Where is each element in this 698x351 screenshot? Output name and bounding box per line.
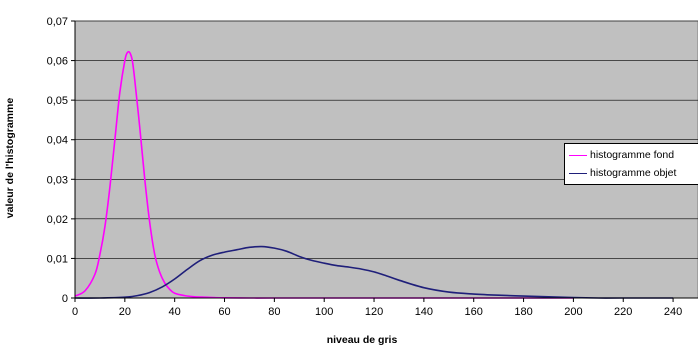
series-line-objet <box>74 245 674 299</box>
y-axis-label: valeur de l'histogramme <box>4 98 16 219</box>
legend-swatch-fond <box>569 154 587 156</box>
y-tick-label: 0 <box>62 293 68 305</box>
y-tick-label: 0,05 <box>47 95 68 107</box>
y-tick-label: 0,04 <box>47 135 68 147</box>
x-tick-label: 100 <box>315 306 333 318</box>
legend-label-objet: histogramme objet <box>590 167 677 179</box>
y-tick-label: 0,02 <box>47 214 68 226</box>
y-tick-label: 0,07 <box>47 16 68 28</box>
x-tick-label: 0 <box>72 306 78 318</box>
x-tick-label: 180 <box>514 306 532 318</box>
x-tick-label: 80 <box>268 306 280 318</box>
x-axis-label: niveau de gris <box>327 334 398 346</box>
legend: histogramme fond histogramme objet <box>564 143 698 185</box>
y-axis-ticks: 0 0,01 0,02 0,03 0,04 0,05 0,06 0,07 <box>47 16 76 305</box>
x-tick-label: 200 <box>564 306 582 318</box>
x-axis-ticks: 0 20 40 60 80 100 120 140 160 180 200 220 240 <box>72 297 698 318</box>
y-tick-label: 0,03 <box>47 174 68 186</box>
x-tick-label: 120 <box>365 306 383 318</box>
x-tick-label: 20 <box>119 306 131 318</box>
gridlines <box>75 20 698 259</box>
x-tick-label: 240 <box>664 306 682 318</box>
y-tick-label: 0,01 <box>47 253 68 265</box>
legend-item-fond: histogramme fond <box>569 146 674 164</box>
legend-item-objet: histogramme objet <box>569 164 676 182</box>
legend-label-fond: histogramme fond <box>590 149 675 161</box>
x-tick-label: 140 <box>415 306 433 318</box>
x-tick-label: 220 <box>614 306 632 318</box>
x-tick-label: 40 <box>169 306 181 318</box>
x-tick-label: 60 <box>218 306 230 318</box>
y-tick-label: 0,06 <box>47 56 68 68</box>
x-tick-label: 160 <box>465 306 483 318</box>
legend-swatch-objet <box>569 172 587 174</box>
